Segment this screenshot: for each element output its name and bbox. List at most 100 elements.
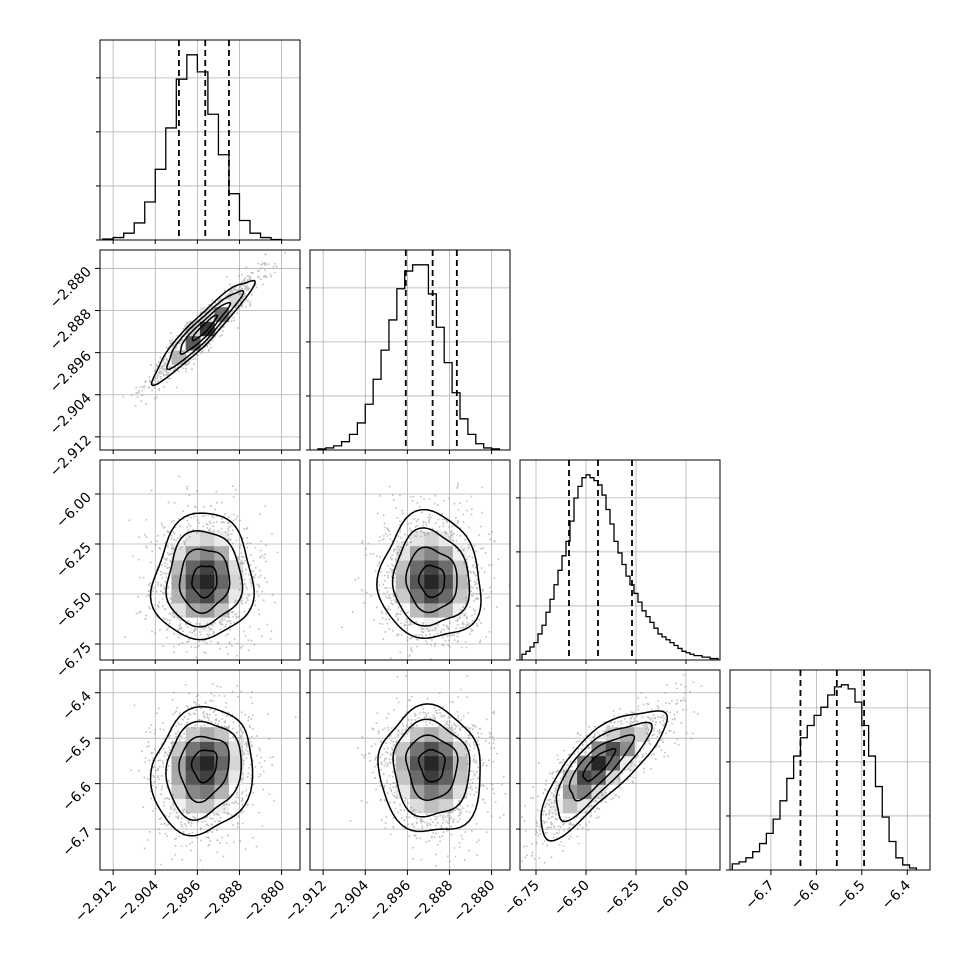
density-cell: [424, 545, 440, 561]
contour-level-1: [191, 314, 219, 342]
density-cell: [395, 784, 411, 800]
contour-level-4: [376, 508, 482, 639]
hist-step-line: [521, 474, 719, 660]
density-cell: [424, 770, 440, 785]
density-cell: [620, 727, 635, 742]
x-tick-label: −6.7: [742, 878, 777, 913]
y-tick-label: −6.50: [53, 590, 95, 632]
density-cell: [591, 755, 607, 771]
density-cell: [214, 560, 230, 575]
x-tick-label: −6.6: [788, 877, 823, 912]
y-tick-label: −6.25: [53, 540, 95, 582]
density-cell: [214, 602, 230, 618]
x-tick-label: −2.896: [156, 877, 204, 925]
y-tick-label: −2.880: [47, 264, 95, 312]
density-cell: [185, 727, 201, 742]
density-cell: [185, 531, 201, 547]
density-cell: [395, 770, 411, 785]
hist-step-line: [731, 684, 918, 870]
x-tick-label: −2.888: [408, 878, 456, 926]
density-cell: [438, 574, 454, 590]
pair-panel-content: [310, 670, 510, 870]
contour-level-2: [405, 734, 459, 801]
density-cell: [214, 727, 230, 742]
contour-level-3: [165, 720, 242, 821]
density-cell: [200, 727, 215, 742]
density-cell: [214, 588, 230, 604]
contour-level-4: [149, 705, 254, 837]
x-tick-label: −6.4: [879, 877, 914, 912]
pair-panel-frame: [309, 459, 511, 661]
hist-panel-background: [520, 460, 720, 660]
density-cell: [548, 798, 564, 814]
density-cell: [605, 755, 621, 771]
pair-panel-4-2: [309, 669, 511, 871]
contour-level-1: [417, 564, 446, 599]
hist-panel-4: [726, 669, 931, 871]
density-cell: [200, 798, 215, 814]
density-cell: [200, 588, 215, 604]
y-tick-label: −6.4: [59, 688, 94, 723]
scatter-points: [521, 673, 703, 864]
pair-panel-2-1: [99, 249, 301, 451]
y-tick-label: −6.7: [59, 825, 94, 860]
hist-panel-background: [100, 40, 300, 240]
density-cell: [214, 545, 230, 561]
y-tick-label: −2.896: [47, 348, 95, 396]
pair-panel-frame: [309, 669, 511, 871]
density-cell: [452, 770, 468, 785]
density-cell: [185, 588, 201, 604]
density-cell: [185, 770, 201, 785]
pair-panel-frame: [99, 669, 301, 871]
density-cell: [438, 560, 454, 575]
density-cell: [452, 755, 468, 771]
density-cell: [562, 798, 578, 814]
density-cell: [395, 574, 411, 590]
density-cell: [577, 798, 592, 814]
contour-level-2: [178, 548, 231, 614]
x-tick-label: −2.888: [198, 878, 246, 926]
density-cell: [185, 560, 201, 575]
pair-panel-frame: [519, 669, 721, 871]
y-tick-label: −6.75: [53, 640, 95, 682]
density-cell: [214, 784, 230, 800]
density-cell: [214, 531, 230, 547]
x-tick-label: −6.75: [501, 878, 543, 920]
x-tick-label: −6.5: [833, 878, 868, 913]
density-cell: [395, 588, 411, 604]
density-cell: [185, 574, 201, 590]
pair-panel-frame: [99, 459, 301, 661]
density-cell: [410, 755, 425, 771]
density-cell: [424, 741, 440, 757]
density-cell: [185, 741, 201, 757]
x-tick-label: −2.904: [114, 877, 162, 925]
density-cell: [214, 741, 230, 757]
density-cell: [424, 727, 440, 742]
density-cell: [424, 531, 440, 547]
scatter-points: [124, 475, 279, 659]
density-cell: [200, 574, 215, 590]
density-cell: [214, 770, 230, 785]
x-tick-label: −2.896: [366, 877, 414, 925]
density-cell: [438, 727, 454, 742]
density-cell: [171, 574, 187, 590]
y-tick-label: −6.5: [59, 734, 94, 769]
density-cell: [410, 727, 425, 742]
contour-level-1: [582, 748, 617, 782]
density-cell: [424, 602, 440, 618]
x-tick-label: −2.912: [72, 878, 120, 926]
density-cell: [410, 602, 425, 618]
hist-panel-frame: [309, 249, 511, 451]
contour-level-3: [555, 721, 653, 823]
x-tick-label: −6.00: [651, 878, 693, 920]
density-cell: [410, 574, 425, 590]
density-cell: [410, 798, 425, 814]
scatter-points: [122, 251, 286, 407]
contour-level-4: [150, 279, 256, 387]
hist-panel-frame: [729, 669, 931, 871]
contour-level-4: [377, 703, 481, 833]
density-cell: [410, 531, 425, 547]
density-cell: [438, 755, 454, 771]
pair-panel-3-2: [309, 459, 511, 661]
